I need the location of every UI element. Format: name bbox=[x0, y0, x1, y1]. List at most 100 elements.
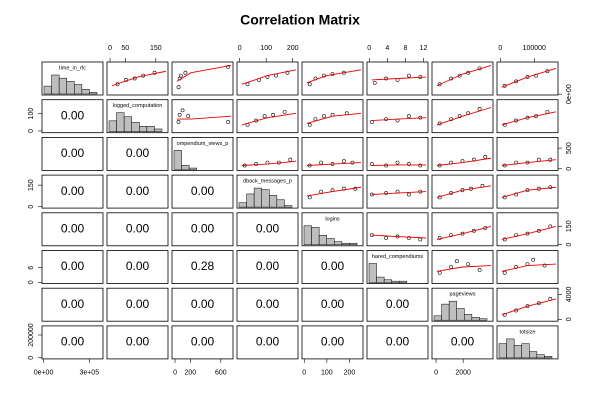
panel bbox=[41, 136, 104, 171]
panel bbox=[171, 61, 234, 96]
histogram-bar bbox=[276, 199, 285, 208]
panel bbox=[496, 136, 559, 171]
scatter-point bbox=[514, 192, 519, 197]
scatter-point bbox=[176, 85, 181, 90]
scatter-point bbox=[437, 82, 442, 87]
x-tick-label: 100 bbox=[321, 370, 333, 377]
smooth-line bbox=[371, 191, 427, 195]
histogram-bar bbox=[246, 193, 255, 208]
correlation-value: 0.00 bbox=[61, 259, 85, 273]
smooth-line bbox=[501, 67, 557, 88]
correlation-value: 0.00 bbox=[256, 335, 280, 349]
x-tick-label: 0 bbox=[498, 45, 502, 52]
correlation-value: 0.00 bbox=[451, 335, 475, 349]
panel bbox=[236, 61, 299, 96]
smooth-line bbox=[436, 225, 492, 240]
scatter-point bbox=[502, 270, 507, 275]
scatter-point bbox=[384, 236, 389, 240]
panel bbox=[41, 61, 104, 96]
panel bbox=[236, 325, 299, 360]
scatter-point bbox=[372, 80, 377, 85]
variable-label: dback_messages_p bbox=[243, 179, 292, 185]
x-tick-label: 200 bbox=[344, 370, 356, 377]
y-tick-label: 0 bbox=[566, 243, 573, 247]
smooth-line bbox=[501, 298, 557, 316]
histogram-bar bbox=[181, 165, 190, 170]
smooth-line bbox=[176, 115, 232, 120]
smooth-line bbox=[501, 111, 557, 126]
scatter-point bbox=[525, 75, 530, 79]
smooth-line bbox=[501, 263, 557, 272]
smooth-line bbox=[436, 107, 492, 126]
x-tick-label: 0 bbox=[238, 45, 242, 52]
x-tick-label: 50 bbox=[121, 45, 129, 52]
panel bbox=[106, 287, 169, 322]
histogram-bar bbox=[349, 242, 358, 246]
panel bbox=[236, 99, 299, 134]
correlation-value: 0.00 bbox=[321, 259, 345, 273]
scatter-point bbox=[271, 112, 276, 117]
panel bbox=[301, 99, 364, 134]
correlation-value: 0.00 bbox=[321, 297, 345, 311]
x-tick-label: 150 bbox=[150, 45, 162, 52]
histogram-bar bbox=[513, 344, 522, 359]
chart-title: Correlation Matrix bbox=[240, 12, 360, 28]
panel bbox=[301, 287, 364, 322]
histogram-bar bbox=[173, 150, 182, 170]
scatter-point bbox=[483, 154, 488, 159]
smooth-line bbox=[371, 164, 426, 166]
histogram-bar bbox=[456, 308, 465, 321]
histogram-bar bbox=[441, 303, 450, 321]
scatter-point bbox=[406, 236, 411, 240]
smooth-line bbox=[306, 69, 362, 84]
correlation-value: 0.00 bbox=[191, 184, 215, 198]
histogram-bar bbox=[391, 280, 400, 283]
panel bbox=[366, 61, 429, 96]
histogram-bar bbox=[498, 343, 507, 359]
histogram-bar bbox=[521, 343, 530, 359]
variable-label: logins bbox=[325, 216, 340, 222]
panel bbox=[41, 174, 104, 209]
panel bbox=[171, 325, 234, 360]
panel bbox=[41, 325, 104, 360]
x-tick-label: 0e+00 bbox=[34, 370, 54, 377]
scatter-point bbox=[341, 159, 346, 164]
panel bbox=[496, 61, 559, 96]
scatter-point bbox=[449, 265, 454, 269]
histogram-bar bbox=[131, 121, 140, 132]
correlation-value: 0.00 bbox=[256, 259, 280, 273]
histogram-bar bbox=[66, 81, 75, 95]
panel bbox=[431, 99, 494, 134]
x-tick-label: 200 bbox=[184, 370, 196, 377]
scatter-point bbox=[514, 265, 519, 269]
scatter-point bbox=[369, 162, 374, 166]
smooth-line bbox=[501, 225, 557, 240]
scatter-point bbox=[537, 157, 541, 162]
y-tick-label: 150 bbox=[566, 220, 573, 232]
panel bbox=[366, 136, 429, 171]
panel bbox=[431, 212, 494, 247]
variable-label: hared_compendiums bbox=[372, 254, 424, 260]
panel bbox=[301, 136, 364, 171]
smooth-line bbox=[436, 185, 492, 198]
correlation-value: 0.00 bbox=[61, 221, 85, 235]
x-tick-label: 0 bbox=[173, 370, 177, 377]
panel bbox=[301, 174, 364, 209]
scatter-point bbox=[319, 189, 324, 194]
scatter-point bbox=[477, 267, 482, 272]
histogram-bar bbox=[58, 77, 67, 95]
histogram-bar bbox=[318, 235, 327, 246]
panel bbox=[236, 212, 299, 247]
scatter-point bbox=[384, 76, 389, 81]
panel bbox=[106, 61, 169, 96]
scatter-point bbox=[406, 73, 411, 78]
scatter-point bbox=[418, 237, 423, 242]
x-tick-label: 100000 bbox=[523, 45, 546, 52]
variable-label: ompendium_views_p bbox=[177, 141, 229, 147]
panel bbox=[171, 174, 234, 209]
histogram-bar bbox=[116, 112, 125, 132]
panel bbox=[171, 99, 234, 134]
y-tick-label: 4000 bbox=[566, 287, 573, 303]
smooth-line bbox=[306, 186, 362, 197]
histogram-bar bbox=[284, 205, 293, 208]
